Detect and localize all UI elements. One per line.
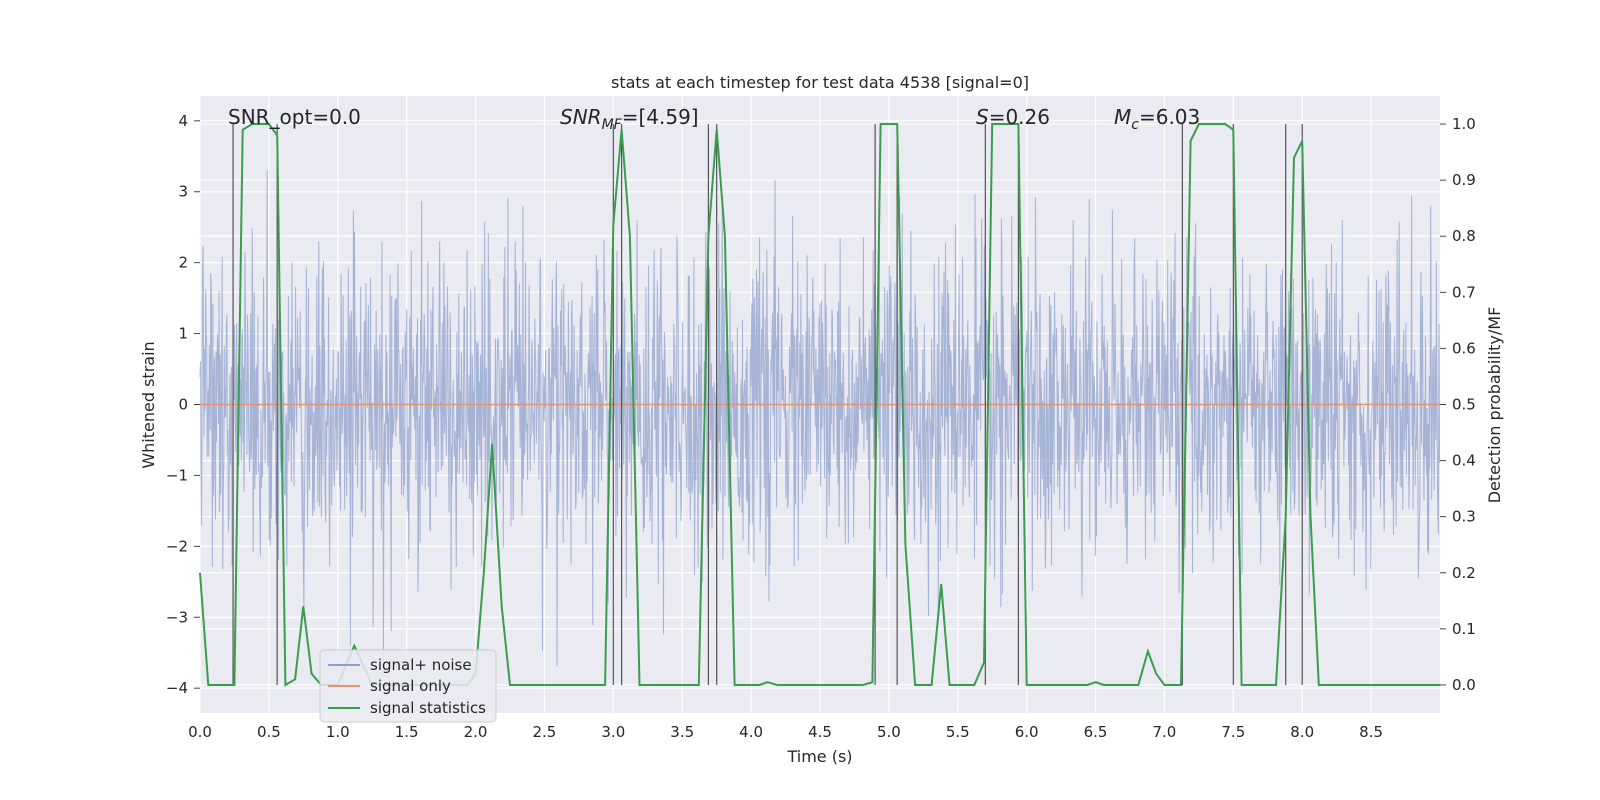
y-right-tick-label: 0.5	[1452, 396, 1476, 414]
y-tick-label: 2	[178, 254, 188, 272]
y-right-tick-label: 0.7	[1452, 283, 1476, 301]
y-right-tick-label: 0.4	[1452, 452, 1476, 470]
x-tick-label: 7.0	[1153, 723, 1177, 741]
x-axis-ticks: 0.0 0.5 1.0 1.5 2.0 2.5 3.0 3.5 4.0 4.5 5.0 5.5 6.0 6…	[188, 723, 1383, 741]
y-right-tick-label: 0.6	[1452, 339, 1476, 357]
x-tick-label: 3.5	[670, 723, 694, 741]
annotation-s: S=0.26	[976, 105, 1050, 129]
x-tick-label: 1.0	[326, 723, 350, 741]
y-tick-label: 3	[178, 183, 188, 201]
y-right-tick-label: 0.1	[1452, 620, 1476, 638]
y-tick-label: 4	[178, 112, 188, 130]
legend: signal+ noise signal only signal statist…	[319, 649, 497, 723]
annotation-snr-opt: SNR_opt=0.0	[228, 105, 361, 129]
y-tick-label: −1	[166, 466, 188, 484]
x-tick-label: 8.0	[1290, 723, 1314, 741]
chart-title: stats at each timestep for test data 453…	[611, 73, 1029, 92]
x-tick-label: 2.5	[533, 723, 557, 741]
y-right-tick-label: 0.8	[1452, 227, 1476, 245]
x-tick-label: 6.5	[1084, 723, 1108, 741]
y-right-tick-label: 1.0	[1452, 115, 1476, 133]
x-tick-label: 8.5	[1359, 723, 1383, 741]
y-tick-label: −3	[166, 608, 188, 626]
legend-box	[319, 649, 497, 723]
y-tick-label: −2	[166, 537, 188, 555]
x-tick-label: 5.0	[877, 723, 901, 741]
y-right-tick-label: 0.3	[1452, 508, 1476, 526]
x-tick-label: 1.5	[395, 723, 419, 741]
y-tick-label: 1	[178, 325, 188, 343]
legend-label-signal-only: signal only	[370, 677, 451, 695]
x-tick-label: 5.5	[946, 723, 970, 741]
y-right-tick-label: 0.0	[1452, 676, 1476, 694]
y-tick-label: −4	[166, 679, 188, 697]
x-tick-label: 6.0	[1015, 723, 1039, 741]
x-axis-label: Time (s)	[786, 747, 852, 766]
x-tick-label: 0.0	[188, 723, 212, 741]
y-axis-right-ticks: 1.0 0.9 0.8 0.7 0.6 0.5 0.4 0.3 0.2 0.1 0.0	[1440, 115, 1476, 694]
x-tick-label: 2.0	[464, 723, 488, 741]
x-tick-label: 4.5	[808, 723, 832, 741]
y-axis-left-label: Whitened strain	[139, 341, 158, 468]
x-tick-label: 3.0	[601, 723, 625, 741]
x-tick-label: 7.5	[1221, 723, 1245, 741]
legend-label-signal-statistics: signal statistics	[370, 699, 486, 717]
annotation-mc: Mc=6.03	[1114, 105, 1200, 133]
y-right-tick-label: 0.2	[1452, 564, 1476, 582]
legend-label-signal-noise: signal+ noise	[370, 656, 472, 674]
x-tick-label: 0.5	[257, 723, 281, 741]
y-right-tick-label: 0.9	[1452, 171, 1476, 189]
annotation-snr-mf: SNRMF=[4.59]	[560, 105, 699, 133]
y-tick-label: 0	[178, 396, 188, 414]
y-axis-right-label: Detection probability/MF	[1485, 307, 1504, 504]
y-axis-left-ticks: 4 3 2 1 0 −1 −2 −3 −4	[166, 112, 200, 697]
x-tick-label: 4.0	[739, 723, 763, 741]
